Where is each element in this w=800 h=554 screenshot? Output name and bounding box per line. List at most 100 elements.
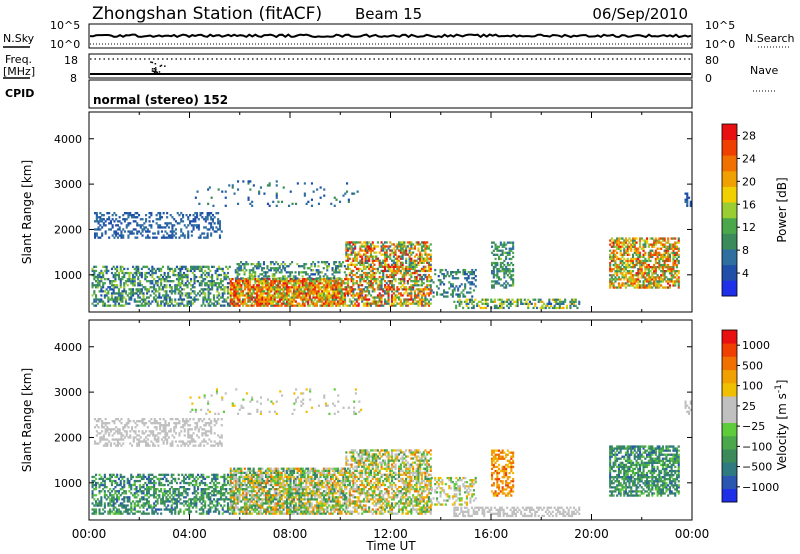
- range-cell: [165, 296, 168, 299]
- range-cell: [173, 218, 176, 221]
- range-cell: [112, 506, 115, 509]
- range-cell: [528, 302, 531, 305]
- range-cell: [359, 249, 362, 252]
- range-cell: [170, 290, 173, 293]
- range-cell: [462, 306, 465, 310]
- range-cell: [403, 249, 406, 252]
- range-cell: [670, 245, 673, 248]
- range-cell: [174, 284, 177, 287]
- range-cell: [628, 272, 631, 275]
- range-cell: [307, 294, 310, 297]
- range-cell: [116, 273, 119, 277]
- range-cell: [544, 306, 547, 310]
- range-cell: [99, 236, 102, 239]
- range-cell: [264, 296, 267, 299]
- range-cell: [422, 282, 425, 285]
- range-cell: [417, 280, 420, 283]
- range-cell: [324, 288, 327, 291]
- range-cell: [102, 275, 105, 279]
- range-cell: [649, 253, 652, 256]
- range-cell: [378, 296, 381, 299]
- range-cell: [417, 249, 420, 252]
- range-cell: [312, 302, 315, 305]
- range-cell: [117, 512, 120, 515]
- range-cell: [619, 259, 622, 263]
- range-cell: [672, 237, 675, 240]
- range-cell: [174, 220, 177, 223]
- nave-point: [158, 71, 161, 73]
- range-cell: [110, 473, 113, 476]
- range-cell: [218, 273, 221, 277]
- range-cell: [278, 304, 281, 307]
- range-cell: [621, 274, 624, 277]
- range-cell: [427, 245, 430, 248]
- range-cell: [263, 298, 266, 301]
- range-cell: [516, 298, 519, 301]
- range-cell: [245, 292, 248, 295]
- range-cell: [95, 510, 98, 513]
- range-cell: [408, 259, 411, 262]
- range-cell: [308, 298, 311, 301]
- range-cell: [408, 257, 411, 260]
- range-cell: [111, 214, 114, 217]
- range-cell: [661, 263, 664, 267]
- range-cell: [369, 253, 372, 256]
- range-cell: [278, 298, 281, 301]
- range-cell: [238, 282, 241, 285]
- range-cell: [121, 304, 124, 307]
- range-cell: [278, 265, 281, 268]
- range-cell: [355, 257, 358, 260]
- range-cell: [113, 232, 116, 235]
- range-cell: [133, 479, 136, 483]
- range-cell: [621, 245, 624, 248]
- range-cell: [560, 300, 563, 303]
- range-cell: [112, 479, 115, 483]
- range-cell: [284, 282, 287, 285]
- range-cell: [278, 282, 281, 285]
- range-cell: [616, 266, 619, 269]
- range-cell: [417, 304, 420, 307]
- range-cell: [441, 281, 444, 284]
- range-cell: [308, 296, 311, 299]
- range-cell: [314, 298, 317, 301]
- range-cell: [141, 224, 144, 227]
- range-cell: [651, 276, 654, 279]
- range-cell: [100, 294, 103, 297]
- range-cell: [614, 263, 617, 267]
- range-cell: [289, 282, 292, 285]
- range-cell: [287, 288, 290, 291]
- range-cell: [116, 236, 119, 239]
- range-cell: [132, 512, 135, 515]
- range-cell: [412, 265, 415, 268]
- range-cell: [401, 253, 404, 256]
- range-cell: [558, 298, 561, 301]
- range-cell: [261, 296, 264, 299]
- range-cell: [576, 306, 579, 310]
- range-cell: [317, 282, 320, 285]
- range-cell: [159, 214, 162, 217]
- range-cell: [439, 283, 442, 286]
- range-cell: [642, 243, 645, 246]
- range-cell: [382, 243, 385, 246]
- range-cell: [644, 268, 647, 271]
- range-cell: [355, 304, 358, 307]
- range-cell: [273, 288, 276, 291]
- range-cell: [293, 286, 296, 289]
- range-cell: [346, 190, 349, 193]
- range-cell: [498, 249, 501, 252]
- range-cell: [177, 302, 180, 305]
- range-cell: [139, 282, 142, 285]
- range-cell: [204, 298, 207, 301]
- range-cell: [132, 284, 135, 287]
- range-cell: [450, 285, 453, 288]
- range-cell: [116, 224, 119, 227]
- range-cell: [119, 269, 122, 273]
- range-cell: [262, 275, 265, 278]
- range-cell: [506, 261, 509, 265]
- range-cell: [278, 294, 281, 297]
- range-cell: [345, 292, 348, 295]
- range-cell: [310, 302, 313, 305]
- range-cell: [364, 280, 367, 283]
- range-cell: [218, 222, 221, 225]
- range-cell: [408, 263, 411, 266]
